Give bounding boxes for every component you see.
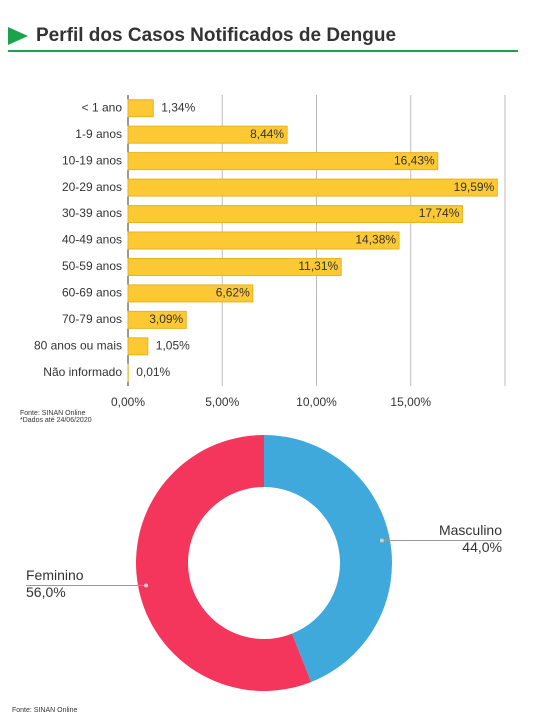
source-note: Fonte: SINAN Online <box>12 707 77 712</box>
bar <box>127 152 439 171</box>
value-label: 8,44% <box>250 127 284 141</box>
category-label: < 1 ano <box>82 100 123 114</box>
bar <box>127 284 254 303</box>
title-marker <box>8 27 28 45</box>
bar <box>127 125 288 144</box>
legend-label: Masculino <box>439 522 502 538</box>
value-label: 14,38% <box>355 233 396 247</box>
category-label: 40-49 anos <box>62 233 122 247</box>
x-tick-label: 15,00% <box>390 395 431 409</box>
value-label: 17,74% <box>419 206 460 220</box>
source-note: *Dados até 24/06/2020 <box>20 417 92 424</box>
bar <box>127 99 154 118</box>
bar <box>127 310 187 329</box>
bar <box>127 205 463 224</box>
leader-dot <box>144 583 149 588</box>
slide-title: Perfil dos Casos Notificados de Dengue <box>36 25 396 46</box>
value-label: 44,0% <box>462 539 502 555</box>
source-note: Fonte: SINAN Online <box>20 410 85 417</box>
donut-slice <box>136 435 312 692</box>
legend-label: Feminino <box>26 567 84 583</box>
category-label: Não informado <box>43 365 122 379</box>
category-label: 50-59 anos <box>62 259 122 273</box>
x-tick-label: 0,00% <box>111 395 145 409</box>
value-label: 11,31% <box>298 259 338 273</box>
value-label: 0,01% <box>136 365 170 379</box>
value-label: 6,62% <box>216 286 250 300</box>
category-label: 60-69 anos <box>62 286 122 300</box>
value-label: 3,09% <box>149 312 183 326</box>
x-tick-label: 10,00% <box>296 395 337 409</box>
bar <box>127 231 400 250</box>
x-tick-label: 5,00% <box>205 395 239 409</box>
category-label: 70-79 anos <box>62 312 122 326</box>
category-label: 10-19 anos <box>62 153 122 167</box>
value-label: 16,43% <box>394 153 435 167</box>
value-label: 1,05% <box>156 338 190 352</box>
bar <box>127 337 149 356</box>
category-label: 30-39 anos <box>62 206 122 220</box>
category-label: 20-29 anos <box>62 180 122 194</box>
bar <box>127 178 498 197</box>
leader-dot <box>379 538 384 543</box>
category-label: 1-9 anos <box>75 127 122 141</box>
bar <box>127 257 342 276</box>
value-label: 19,59% <box>454 180 495 194</box>
value-label: 1,34% <box>161 100 195 114</box>
category-label: 80 anos ou mais <box>34 338 122 352</box>
value-label: 56,0% <box>26 584 66 600</box>
donut-slice <box>264 435 392 683</box>
